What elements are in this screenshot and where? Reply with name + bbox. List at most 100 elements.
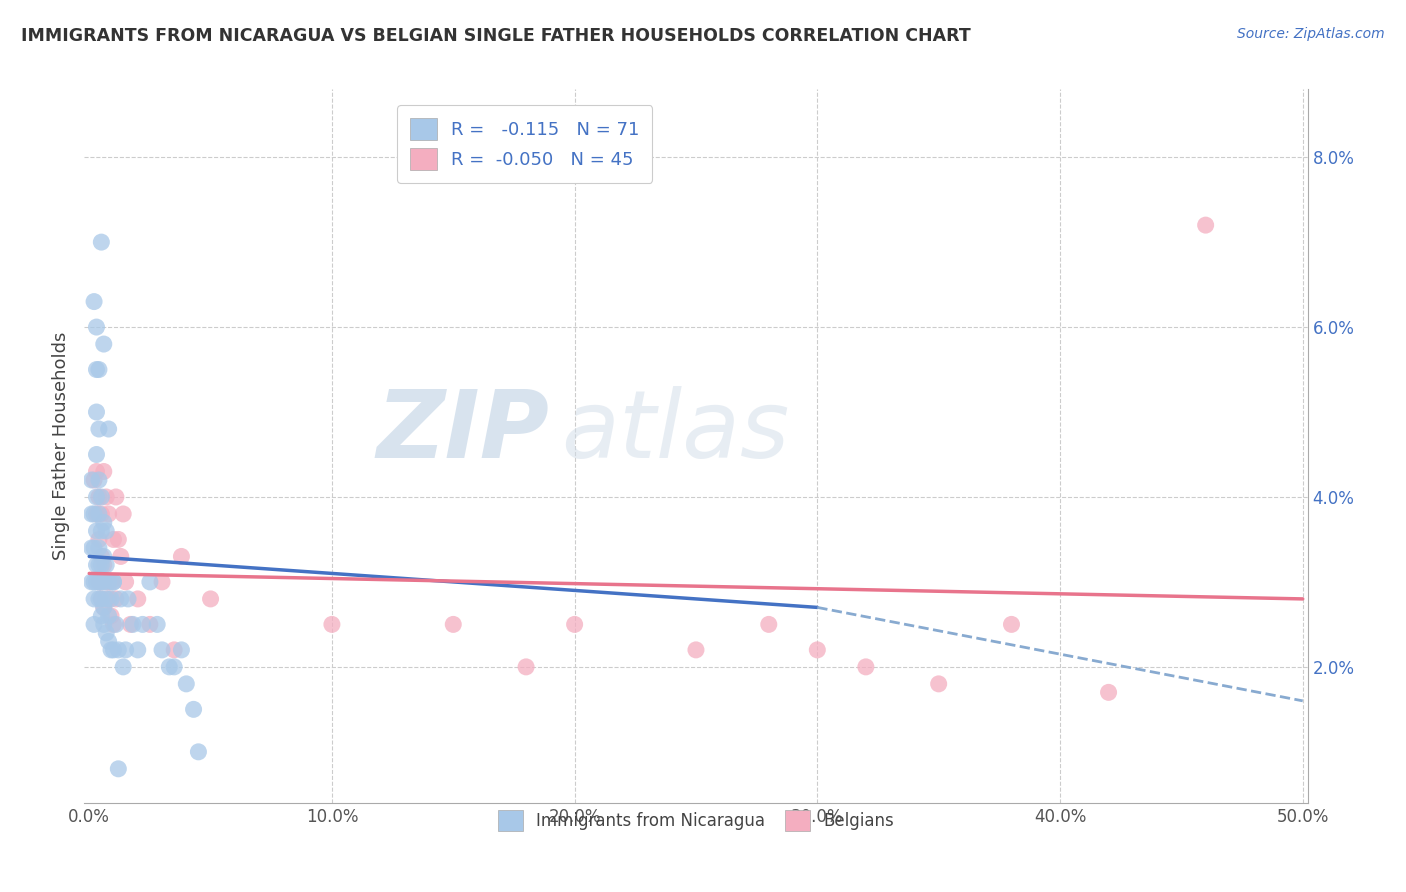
Point [90,507,112,521]
Point [93,337,115,351]
Point [83,617,105,632]
Point [564,617,586,632]
Point [87,591,110,606]
Point [100,608,122,623]
Point [1000,617,1022,632]
Point [127,591,149,606]
Point [97,507,120,521]
Point [97,634,120,648]
Point [112,507,135,521]
Point [150,643,173,657]
Point [110,549,132,564]
Point [104,490,127,504]
Legend: Immigrants from Nicaragua, Belgians: Immigrants from Nicaragua, Belgians [491,804,901,838]
Point [150,574,173,589]
Point [120,617,142,632]
Point [163,660,186,674]
Point [96,591,118,606]
Point [183,702,205,716]
Point [86,490,108,504]
Point [131,617,153,632]
Point [86,524,108,538]
Point [87,574,110,589]
Point [107,762,129,776]
Point [758,617,780,632]
Point [90,591,112,606]
Point [685,643,707,657]
Point [107,533,129,547]
Point [97,574,120,589]
Point [80,507,103,521]
Point [83,541,105,555]
Point [321,617,343,632]
Point [90,524,112,538]
Point [200,591,222,606]
Point [90,490,112,504]
Point [103,574,125,589]
Point [104,617,127,632]
Point [93,600,115,615]
Point [97,608,120,623]
Point [87,541,110,555]
Point [928,677,950,691]
Point [157,660,180,674]
Point [515,660,537,674]
Point [93,516,115,530]
Point [122,617,145,632]
Point [96,574,118,589]
Point [100,574,122,589]
Point [80,574,103,589]
Point [86,558,108,572]
Point [87,533,110,547]
Point [103,617,125,632]
Point [170,549,193,564]
Point [93,600,115,615]
Point [86,574,108,589]
Point [100,643,122,657]
Point [86,320,108,334]
Point [96,558,118,572]
Point [93,574,115,589]
Point [80,541,103,555]
Point [127,643,149,657]
Point [86,507,108,521]
Point [1097,685,1119,699]
Point [93,617,115,632]
Text: Source: ZipAtlas.com: Source: ZipAtlas.com [1237,27,1385,41]
Point [163,643,186,657]
Point [80,473,103,487]
Point [112,660,135,674]
Point [107,643,129,657]
Point [90,235,112,249]
Point [86,448,108,462]
Point [97,422,120,436]
Point [90,591,112,606]
Point [90,574,112,589]
Point [117,591,139,606]
Point [806,643,828,657]
Point [83,574,105,589]
Point [100,591,122,606]
Point [87,507,110,521]
Point [441,617,464,632]
Point [83,473,105,487]
Point [86,405,108,419]
Point [97,591,120,606]
Point [93,558,115,572]
Point [187,745,209,759]
Text: IMMIGRANTS FROM NICARAGUA VS BELGIAN SINGLE FATHER HOUSEHOLDS CORRELATION CHART: IMMIGRANTS FROM NICARAGUA VS BELGIAN SIN… [21,27,970,45]
Point [139,617,162,632]
Point [146,617,169,632]
Point [87,574,110,589]
Point [174,677,197,691]
Point [83,507,105,521]
Point [96,524,118,538]
Point [96,626,118,640]
Point [93,549,115,564]
Point [96,490,118,504]
Point [114,574,136,589]
Point [1195,218,1218,232]
Point [170,643,193,657]
Point [86,362,108,376]
Point [87,558,110,572]
